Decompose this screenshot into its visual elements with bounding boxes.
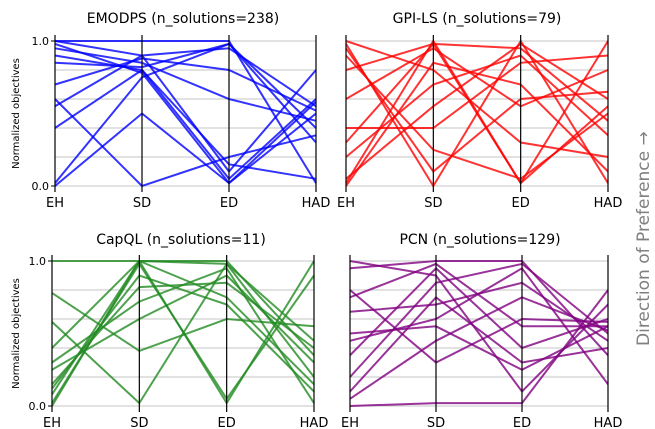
axis-label: HAD [300, 416, 329, 429]
chart-panel: EH SD ED HAD GPI-LS (n_solutions=79) [337, 11, 622, 211]
solution-line [345, 40, 609, 158]
chart-title: GPI-LS (n_solutions=79) [393, 11, 562, 27]
axis-label: EH [337, 196, 355, 211]
y-axis-label: Normalized objectives [11, 278, 22, 389]
axis-label: ED [512, 196, 530, 211]
solution-line [54, 101, 317, 187]
solution-line [54, 42, 317, 144]
direction-label: Direction of Preference → [634, 131, 654, 346]
solution-line [54, 47, 317, 108]
solution-line [349, 262, 608, 328]
axis-label: HAD [302, 196, 331, 211]
solution-line [345, 42, 609, 144]
solution-line [345, 47, 609, 108]
chart-title: PCN (n_solutions=129) [399, 232, 560, 248]
solution-line [54, 47, 317, 122]
chart-panel: EH SD ED HAD EMODPS (n_solutions=238) 0.0 1.0 N… [11, 11, 330, 211]
solution-line [345, 47, 609, 173]
solution-line [54, 40, 317, 174]
solution-line [345, 54, 609, 180]
y-tick-label: 1.0 [32, 35, 50, 48]
chart-panel: EH SD ED HAD CapQL (n_solutions=11) 0.0 1.0 Nor… [11, 232, 328, 429]
solution-line [54, 42, 317, 185]
axis-label: SD [130, 416, 148, 429]
solution-line [349, 289, 609, 364]
axis-label: SD [133, 196, 151, 211]
axis-label: ED [220, 196, 238, 211]
chart-panel: EH SD ED HAD PCN (n_solutions=129) [341, 232, 622, 429]
axis-label: ED [513, 416, 531, 429]
axis-label: HAD [594, 416, 623, 429]
y-tick-label: 0.0 [29, 400, 47, 413]
solution-line [51, 292, 315, 353]
solution-line [54, 98, 317, 188]
solution-line [345, 61, 609, 187]
solution-line [349, 260, 609, 356]
y-tick-label: 1.0 [29, 255, 47, 268]
solution-line [51, 262, 315, 404]
solution-line [349, 260, 609, 394]
axis-label: SD [427, 416, 445, 429]
solution-line [349, 295, 609, 393]
solution-line [55, 40, 317, 184]
solution-line [51, 281, 315, 385]
y-axis-label: Normalized objectives [11, 58, 22, 169]
solution-line [349, 289, 609, 407]
axis-label: ED [218, 416, 236, 429]
solution-line [51, 259, 315, 386]
solution-line [54, 68, 317, 181]
axis-label: HAD [594, 196, 623, 211]
chart-title: EMODPS (n_solutions=238) [87, 11, 280, 27]
solution-line [345, 42, 609, 185]
axis-label: EH [43, 416, 61, 429]
axis-label: EH [341, 416, 359, 429]
solution-line [54, 57, 317, 112]
chart-title: CapQL (n_solutions=11) [96, 232, 266, 248]
axis-label: EH [46, 196, 64, 211]
solution-line [54, 42, 317, 184]
solution-line [51, 262, 315, 405]
solution-line [51, 274, 315, 371]
solution-line [349, 266, 609, 357]
solution-line [346, 54, 609, 129]
solution-line [54, 54, 317, 180]
y-tick-label: 0.0 [32, 180, 50, 193]
solution-line [51, 259, 315, 395]
solution-line [349, 296, 609, 400]
solution-line [52, 260, 315, 356]
solution-line [345, 42, 609, 180]
axis-label: SD [424, 196, 442, 211]
